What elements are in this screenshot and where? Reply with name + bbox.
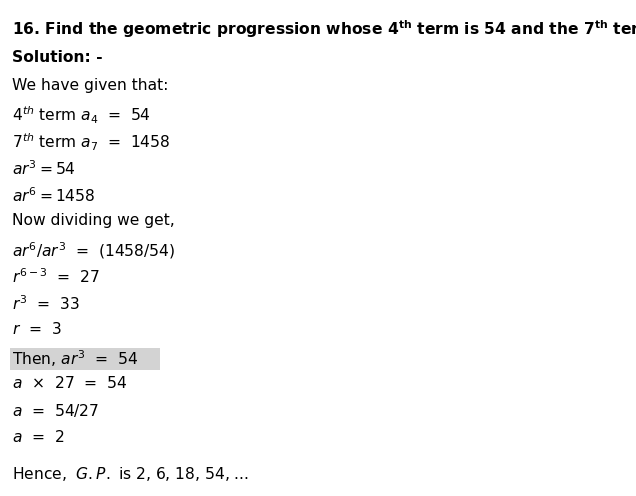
Text: $r$  =  3: $r$ = 3 <box>12 321 62 337</box>
Text: $ar^6/ar^3$  =  (1458/54): $ar^6/ar^3$ = (1458/54) <box>12 240 176 261</box>
Text: $r^{6-3}$  =  27: $r^{6-3}$ = 27 <box>12 267 100 286</box>
Text: Hence,  $G.P.$ is 2, 6, 18, 54, ...: Hence, $G.P.$ is 2, 6, 18, 54, ... <box>12 465 249 483</box>
Bar <box>10 348 160 370</box>
Text: $7^{th}$ term $a_7$  =  1458: $7^{th}$ term $a_7$ = 1458 <box>12 132 170 153</box>
Text: We have given that:: We have given that: <box>12 78 169 93</box>
Text: $a$  =  54/27: $a$ = 54/27 <box>12 402 99 419</box>
Text: $r^3$  =  33: $r^3$ = 33 <box>12 294 80 312</box>
Text: Solution: -: Solution: - <box>12 50 102 65</box>
Text: $4^{th}$ term $a_4$  =  54: $4^{th}$ term $a_4$ = 54 <box>12 105 151 126</box>
Text: $a$  =  2: $a$ = 2 <box>12 429 64 445</box>
Text: $ar^6 =  1458$: $ar^6 = 1458$ <box>12 186 95 205</box>
Text: Now dividing we get,: Now dividing we get, <box>12 213 175 228</box>
Text: $a$  $\times$  27  =  54: $a$ $\times$ 27 = 54 <box>12 375 127 391</box>
Text: $ar^3 =  54$: $ar^3 = 54$ <box>12 159 76 178</box>
Text: 16. Find the geometric progression whose $\mathbf{4}^{\mathbf{th}}$ term is 54 a: 16. Find the geometric progression whose… <box>12 18 636 40</box>
Text: Then, $ar^3$  =  54: Then, $ar^3$ = 54 <box>12 348 138 369</box>
